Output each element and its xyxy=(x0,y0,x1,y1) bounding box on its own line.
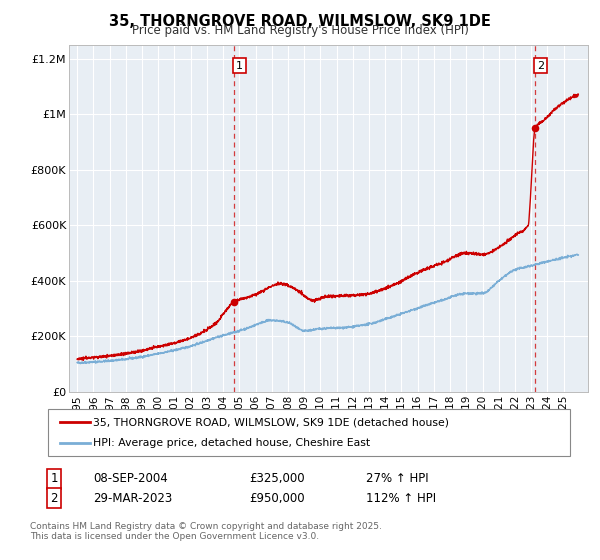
Text: 08-SEP-2004: 08-SEP-2004 xyxy=(93,472,168,486)
Text: 112% ↑ HPI: 112% ↑ HPI xyxy=(366,492,436,505)
Text: Contains HM Land Registry data © Crown copyright and database right 2025.: Contains HM Land Registry data © Crown c… xyxy=(30,522,382,531)
Text: HPI: Average price, detached house, Cheshire East: HPI: Average price, detached house, Ches… xyxy=(93,438,370,448)
Text: 1: 1 xyxy=(236,60,243,71)
Text: 35, THORNGROVE ROAD, WILMSLOW, SK9 1DE: 35, THORNGROVE ROAD, WILMSLOW, SK9 1DE xyxy=(109,14,491,29)
Text: 1: 1 xyxy=(50,472,58,486)
Text: 35, THORNGROVE ROAD, WILMSLOW, SK9 1DE (detached house): 35, THORNGROVE ROAD, WILMSLOW, SK9 1DE (… xyxy=(93,417,449,427)
Text: 2: 2 xyxy=(50,492,58,505)
Text: £325,000: £325,000 xyxy=(249,472,305,486)
Text: This data is licensed under the Open Government Licence v3.0.: This data is licensed under the Open Gov… xyxy=(30,532,319,541)
Text: 27% ↑ HPI: 27% ↑ HPI xyxy=(366,472,428,486)
Text: 29-MAR-2023: 29-MAR-2023 xyxy=(93,492,172,505)
Text: 2: 2 xyxy=(537,60,544,71)
Text: £950,000: £950,000 xyxy=(249,492,305,505)
Text: Price paid vs. HM Land Registry's House Price Index (HPI): Price paid vs. HM Land Registry's House … xyxy=(131,24,469,37)
